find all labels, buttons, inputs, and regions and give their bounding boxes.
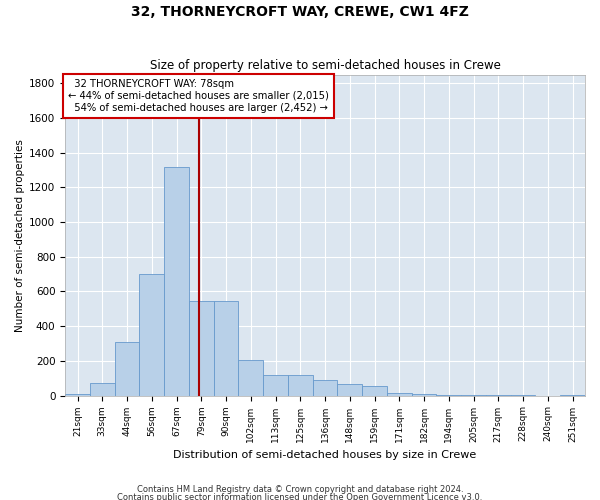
Bar [238,360,263,396]
Bar [65,394,90,396]
Bar [337,384,362,396]
Bar [139,274,164,396]
X-axis label: Distribution of semi-detached houses by size in Crewe: Distribution of semi-detached houses by … [173,450,476,460]
Y-axis label: Number of semi-detached properties: Number of semi-detached properties [15,138,25,332]
Bar [115,342,139,396]
Text: Contains HM Land Registry data © Crown copyright and database right 2024.: Contains HM Land Registry data © Crown c… [137,486,463,494]
Text: 32 THORNEYCROFT WAY: 78sqm
← 44% of semi-detached houses are smaller (2,015)
  5: 32 THORNEYCROFT WAY: 78sqm ← 44% of semi… [68,80,329,112]
Bar [412,394,436,396]
Bar [164,166,189,396]
Bar [90,384,115,396]
Bar [387,393,412,396]
Title: Size of property relative to semi-detached houses in Crewe: Size of property relative to semi-detach… [149,59,500,72]
Bar [461,395,486,396]
Bar [263,374,288,396]
Bar [436,395,461,396]
Bar [288,374,313,396]
Text: 32, THORNEYCROFT WAY, CREWE, CW1 4FZ: 32, THORNEYCROFT WAY, CREWE, CW1 4FZ [131,5,469,19]
Bar [214,301,238,396]
Text: Contains public sector information licensed under the Open Government Licence v3: Contains public sector information licen… [118,492,482,500]
Bar [313,380,337,396]
Bar [189,301,214,396]
Bar [362,386,387,396]
